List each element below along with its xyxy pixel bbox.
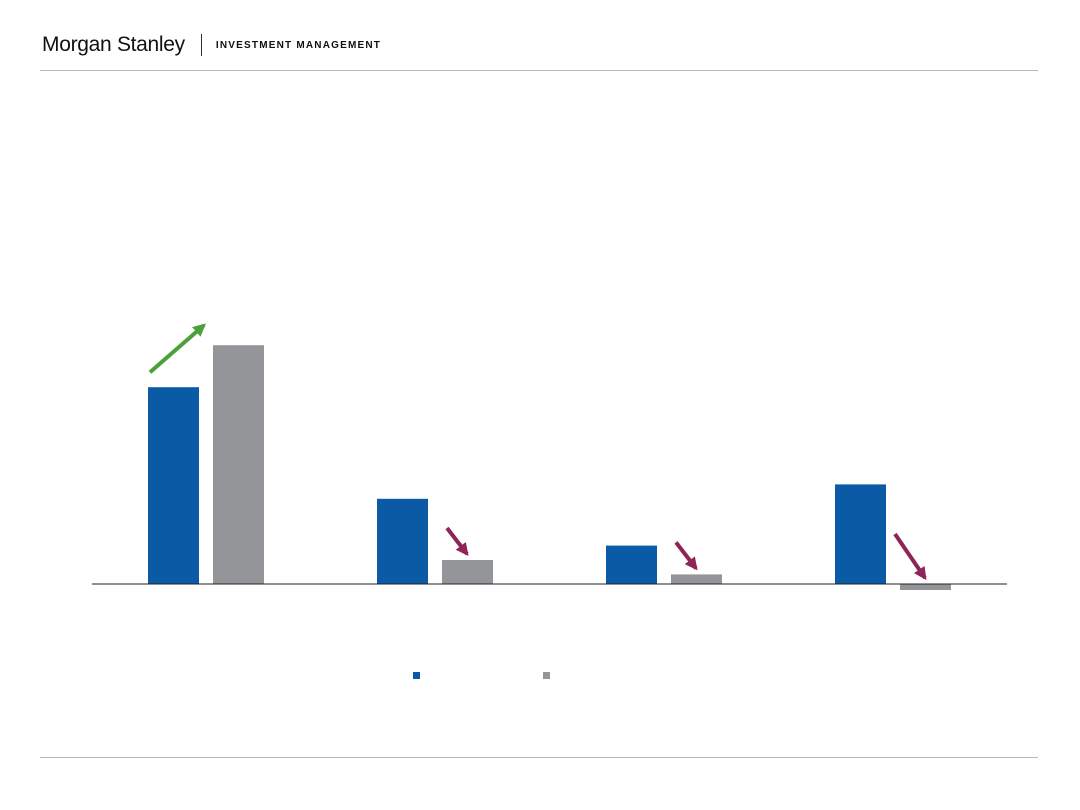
header-rule <box>40 70 1038 71</box>
bar-series-1-category-1 <box>148 387 199 584</box>
bar-series-2-category-4 <box>900 584 951 590</box>
legend-swatch-series-1 <box>413 672 420 679</box>
bar-series-1-category-4 <box>835 484 886 584</box>
bar-series-2-category-3 <box>671 574 722 584</box>
trend-arrow-up-category-1 <box>148 323 206 374</box>
bars-group <box>148 345 951 590</box>
brand-divider <box>200 34 202 56</box>
trend-arrow-down-category-2 <box>445 526 469 557</box>
brand-logo-text: Morgan Stanley <box>42 33 185 56</box>
trend-arrow-down-category-3 <box>674 541 698 571</box>
bar-series-2-category-1 <box>213 345 264 584</box>
bar-series-1-category-2 <box>377 498 428 584</box>
brand-division-label: INVESTMENT MANAGEMENT <box>215 39 382 51</box>
arrows-group <box>148 323 927 581</box>
footer-rule <box>40 757 1038 758</box>
bar-series-2-category-2 <box>442 560 493 584</box>
bar-series-1-category-3 <box>606 545 657 584</box>
header: Morgan Stanley INVESTMENT MANAGEMENT <box>42 30 381 60</box>
trend-arrow-down-category-4 <box>893 532 927 581</box>
legend-swatch-series-2 <box>543 672 550 679</box>
